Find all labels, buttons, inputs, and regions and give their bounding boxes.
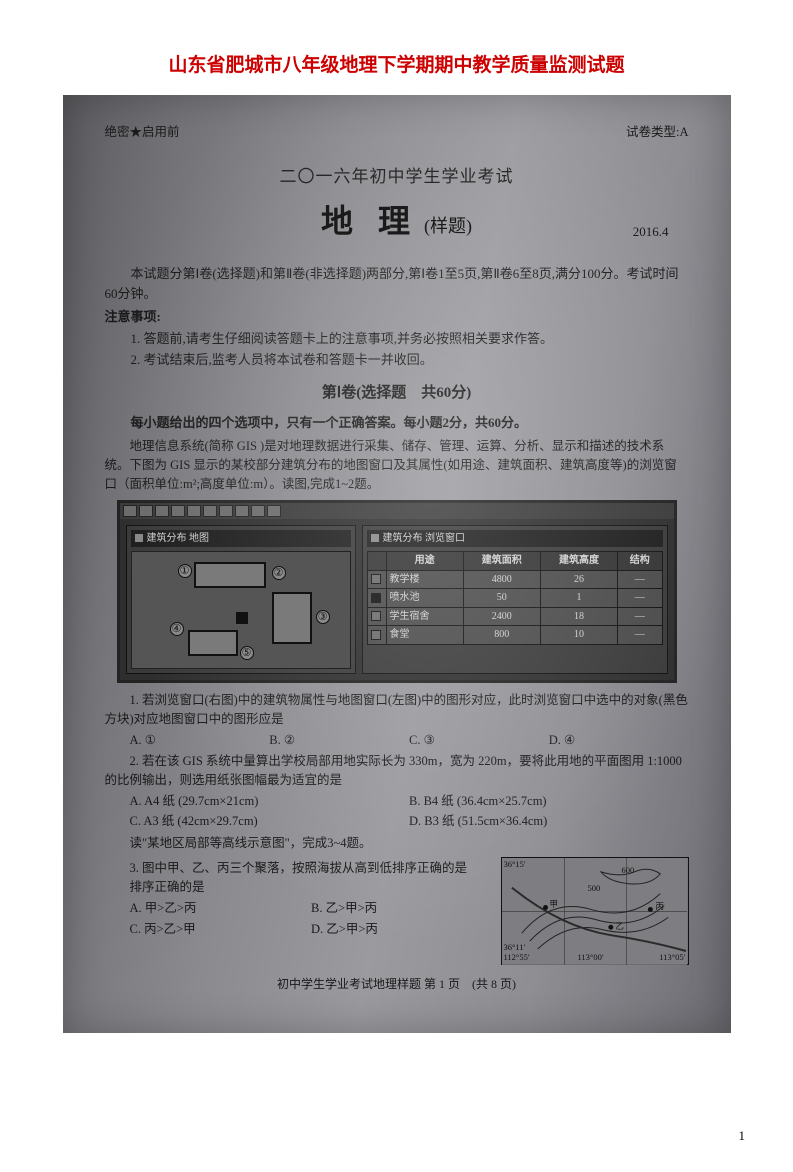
toolbar-button xyxy=(123,505,137,517)
gis-row: 食堂80010— xyxy=(367,626,662,645)
gis-map-canvas: ① ② ③ ④ ⑤ xyxy=(131,551,351,669)
lon-r: 113°05′ xyxy=(659,951,685,964)
question-1-options: A. ① B. ② C. ③ D. ④ xyxy=(130,731,689,750)
gis-map-panel: 建筑分布 地图 ① ② ③ ④ ⑤ xyxy=(126,525,356,675)
gis-map-title: 建筑分布 地图 xyxy=(131,530,351,548)
gis-col: 建筑高度 xyxy=(540,552,617,571)
row-marker-icon xyxy=(371,574,381,584)
lon-m: 113°00′ xyxy=(578,951,604,964)
toolbar-button xyxy=(235,505,249,517)
intro-text: 本试题分第Ⅰ卷(选择题)和第Ⅱ卷(非选择题)两部分,第Ⅰ卷1至5页,第Ⅱ卷6至8… xyxy=(105,264,689,304)
question-3: 3. 图中甲、乙、丙三个聚落，按照海拔从高到低排序正确的是 xyxy=(105,859,493,878)
building-label-1: ① xyxy=(178,564,192,578)
toolbar-button xyxy=(155,505,169,517)
lon-l: 112°55′ xyxy=(504,951,530,964)
lat-top: 36°15′ xyxy=(504,858,526,871)
toolbar-button xyxy=(267,505,281,517)
confidential-label: 绝密★启用前 xyxy=(105,123,180,142)
q1-opt-c: C. ③ xyxy=(409,731,549,750)
q1-opt-b: B. ② xyxy=(269,731,409,750)
notice-2: 2. 考试结束后,监考人员将本试卷和答题卡一并收回。 xyxy=(105,350,689,370)
scan-page-footer: 初中学生学业考试地理样题 第 1 页 (共 8 页) xyxy=(105,975,689,994)
gis-row: 教学楼480026— xyxy=(367,570,662,589)
building-3 xyxy=(272,592,312,644)
passage-1: 地理信息系统(简称 GIS )是对地理数据进行采集、储存、管理、运算、分析、显示… xyxy=(105,437,689,493)
contour-map: 36°15′ 36°11′ 112°55′ 113°00′ 113°05′ 甲 … xyxy=(501,857,689,965)
scanned-exam-page: 绝密★启用前 试卷类型:A 二〇一六年初中学生学业考试 地 理 (样题) 201… xyxy=(63,95,731,1033)
building-label-2: ② xyxy=(272,566,286,580)
section-1-desc: 每小题给出的四个选项中，只有一个正确答案。每小题2分，共60分。 xyxy=(105,413,689,433)
exam-date: 2016.4 xyxy=(633,222,669,242)
row-marker-icon xyxy=(371,593,381,603)
gis-row: 学生宿舍240018— xyxy=(367,607,662,626)
passage-2: 读"某地区局部等高线示意图"，完成3~4题。 xyxy=(105,834,689,853)
notice-1: 1. 答题前,请考生仔细阅读答题卡上的注意事项,并务必按照相关要求作答。 xyxy=(105,329,689,349)
header-row: 绝密★启用前 试卷类型:A xyxy=(105,123,689,142)
q3-opt-d: D. 乙>甲>丙 xyxy=(311,920,493,939)
elev-500: 500 xyxy=(588,882,601,895)
q1-opt-a: A. ① xyxy=(130,731,270,750)
q2-opt-a: A. A4 纸 (29.7cm×21cm) xyxy=(130,792,410,811)
row-marker-icon xyxy=(371,630,381,640)
q3-ordering-label: 排序正确的是 xyxy=(130,878,493,897)
q3-opt-c: C. 丙>乙>甲 xyxy=(130,920,312,939)
page-number: 1 xyxy=(739,1128,746,1144)
q2-opt-c: C. A3 纸 (42cm×29.7cm) xyxy=(130,812,410,831)
q1-opt-d: D. ④ xyxy=(549,731,689,750)
building-2 xyxy=(194,562,266,588)
building-5 xyxy=(188,630,238,656)
toolbar-button xyxy=(251,505,265,517)
gis-table-panel: 建筑分布 浏览窗口 用途建筑面积建筑高度结构 教学楼480026—喷水池501—… xyxy=(362,525,668,675)
question-2: 2. 若在该 GIS 系统中量算出学校局部用地实际长为 330m，宽为 220m… xyxy=(105,752,689,790)
q3-opt-b: B. 乙>甲>丙 xyxy=(311,899,493,918)
pt-bing: 丙 xyxy=(656,900,665,913)
gis-col: 结构 xyxy=(618,552,662,571)
doc-title: 山东省肥城市八年级地理下学期期中教学质量监测试题 xyxy=(0,50,793,77)
building-label-5: ⑤ xyxy=(240,646,254,660)
paper-type-label: 试卷类型:A xyxy=(626,123,689,142)
toolbar-button xyxy=(219,505,233,517)
toolbar-button xyxy=(187,505,201,517)
exam-year: 二〇一六年初中学生学业考试 xyxy=(105,164,689,190)
gis-col: 用途 xyxy=(386,552,463,571)
q3-opt-a: A. 甲>乙>丙 xyxy=(130,899,312,918)
toolbar-button xyxy=(203,505,217,517)
section-1-title: 第Ⅰ卷(选择题 共60分) xyxy=(105,382,689,405)
gis-toolbar xyxy=(120,503,674,519)
gis-table-title: 建筑分布 浏览窗口 xyxy=(367,530,663,548)
question-2-options: A. A4 纸 (29.7cm×21cm) B. B4 纸 (36.4cm×25… xyxy=(130,792,689,833)
gis-row: 喷水池501— xyxy=(367,589,662,608)
exam-header: 二〇一六年初中学生学业考试 地 理 (样题) 2016.4 xyxy=(105,164,689,246)
question-1: 1. 若浏览窗口(右图)中的建筑物属性与地图窗口(左图)中的图形对应，此时浏览窗… xyxy=(105,691,689,729)
toolbar-button xyxy=(171,505,185,517)
gis-col: 建筑面积 xyxy=(463,552,540,571)
building-label-3: ③ xyxy=(316,610,330,624)
question-3-options: A. 甲>乙>丙 B. 乙>甲>丙 C. 丙>乙>甲 D. 乙>甲>丙 xyxy=(130,899,493,940)
exam-subject: 地 理 xyxy=(321,197,418,247)
pt-yi: 乙 xyxy=(616,920,625,933)
toolbar-button xyxy=(139,505,153,517)
building-label-4: ④ xyxy=(170,622,184,636)
building-fountain xyxy=(236,612,248,624)
exam-sample-label: (样题) xyxy=(424,213,472,241)
row-marker-icon xyxy=(371,611,381,621)
q2-opt-b: B. B4 纸 (36.4cm×25.7cm) xyxy=(409,792,689,811)
q2-opt-d: D. B3 纸 (51.5cm×36.4cm) xyxy=(409,812,689,831)
elev-600: 600 xyxy=(622,864,635,877)
notice-title: 注意事项: xyxy=(105,307,689,327)
pt-jia: 甲 xyxy=(550,898,559,911)
gis-attribute-table: 用途建筑面积建筑高度结构 教学楼480026—喷水池501—学生宿舍240018… xyxy=(367,551,663,645)
gis-figure: 建筑分布 地图 ① ② ③ ④ ⑤ 建筑分布 浏览窗口 用途建筑面积建筑高度结构 xyxy=(117,500,677,684)
